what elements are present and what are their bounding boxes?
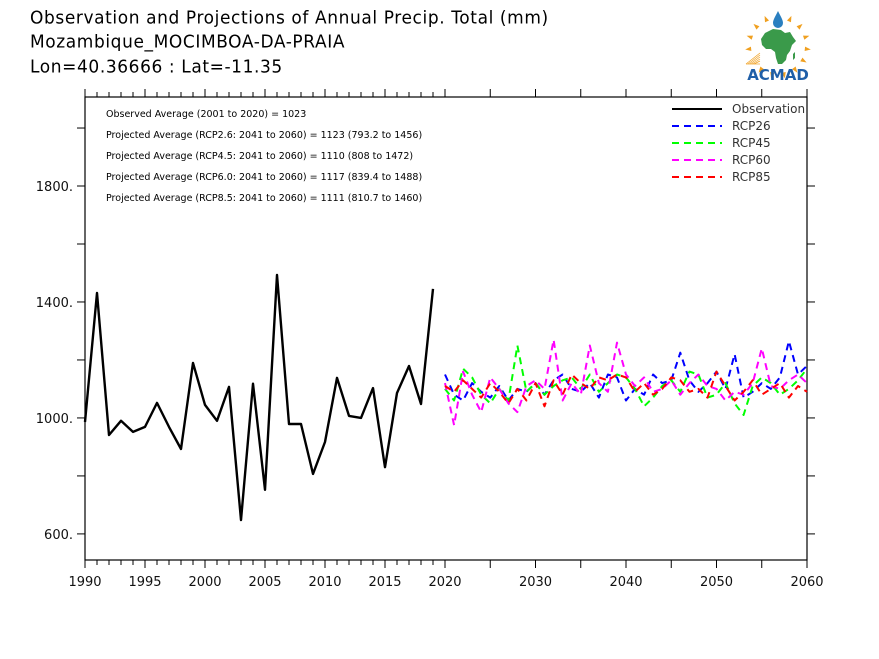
chart-axes: 1990 1995 2000 2005 2010 2015 2020 2030 2040 2050… (36, 89, 824, 590)
legend-label-rcp26: RCP26 (732, 119, 771, 133)
legend-label-observation: Observation (732, 102, 805, 116)
x-tick-label: 2010 (308, 575, 341, 590)
projected-average-text: Projected Average (RCP6.0: 2041 to 2060)… (106, 172, 422, 183)
x-tick-label: 2040 (609, 575, 642, 590)
plot-frame (84, 96, 808, 561)
x-tick-label: 2005 (248, 575, 281, 590)
legend-label-rcp85: RCP85 (732, 170, 771, 184)
sun-beam-pattern-icon (745, 52, 761, 65)
x-tick-label: 1995 (128, 575, 161, 590)
projected-average-text: Projected Average (RCP4.5: 2041 to 2060)… (106, 151, 413, 162)
legend-label-rcp45: RCP45 (732, 136, 771, 150)
x-tick-label: 2000 (188, 575, 221, 590)
series-line-rcp60 (444, 338, 808, 427)
x-tick-label: 1990 (68, 575, 101, 590)
sun-ray-icon (800, 57, 807, 63)
x-tick-label: 2050 (700, 575, 733, 590)
sun-ray-icon (792, 66, 798, 73)
series-layer (83, 273, 808, 522)
sun-ray-icon (746, 35, 754, 40)
sun-ray-icon (786, 15, 792, 23)
series-line-observation (83, 273, 435, 522)
sun-ray-icon (745, 46, 752, 52)
sun-ray-icon (758, 66, 764, 73)
y-tick-label: 1000. (36, 412, 73, 427)
acmad-logo: ACMAD (745, 11, 811, 84)
station-coordinates: Lon=40.36666 : Lat=-11.35 (30, 57, 283, 78)
legend-label-rcp60: RCP60 (732, 153, 771, 167)
y-tick-label: 600. (44, 528, 73, 543)
series-line-rcp26 (444, 340, 808, 402)
series-line-rcp85 (444, 370, 808, 408)
legend: Observation RCP26 RCP45 RCP60 RCP85 (672, 102, 805, 184)
madagascar-icon (793, 52, 795, 60)
sun-rays-icon (745, 15, 811, 79)
sun-ray-icon (753, 23, 760, 30)
logo-text: ACMAD (747, 66, 809, 84)
sun-ray-icon (804, 46, 811, 52)
stats-box: Observed Average (2001 to 2020) = 1023 Pr… (106, 109, 422, 204)
sun-ray-icon (802, 35, 810, 40)
x-tick-label: 2060 (790, 575, 823, 590)
africa-map-icon (761, 29, 796, 64)
chart-title: Observation and Projections of Annual Pr… (30, 8, 549, 29)
sun-ray-icon (764, 15, 770, 23)
observed-average-text: Observed Average (2001 to 2020) = 1023 (106, 109, 306, 120)
water-drop-icon (773, 11, 783, 28)
x-tick-label: 2020 (428, 575, 461, 590)
y-tick-label: 1400. (36, 296, 73, 311)
y-tick-label: 1800. (36, 180, 73, 195)
x-tick-label: 2030 (519, 575, 552, 590)
projected-average-text: Projected Average (RCP2.6: 2041 to 2060)… (106, 130, 422, 141)
sun-ray-icon (770, 71, 775, 79)
sun-ray-icon (781, 71, 786, 79)
x-tick-label: 2015 (368, 575, 401, 590)
sun-ray-icon (796, 23, 803, 30)
projected-average-text: Projected Average (RCP8.5: 2041 to 2060)… (106, 193, 422, 204)
station-name: Mozambique_MOCIMBOA-DA-PRAIA (30, 32, 346, 53)
